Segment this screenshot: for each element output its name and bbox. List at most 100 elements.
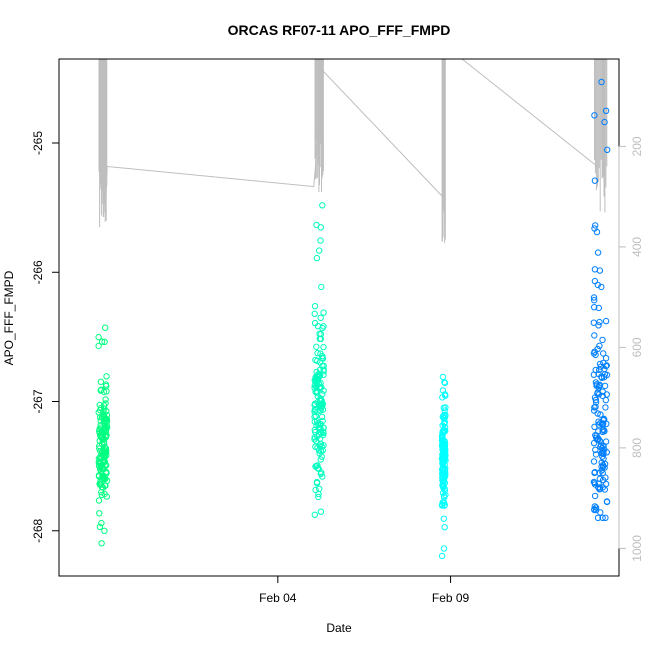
data-point — [439, 387, 447, 394]
data-point — [100, 452, 107, 459]
data-point — [599, 514, 606, 521]
data-point — [98, 519, 105, 527]
data-point — [320, 323, 327, 330]
data-point — [599, 469, 606, 477]
data-point — [314, 357, 321, 364]
data-point — [311, 319, 319, 327]
data-point — [591, 277, 599, 285]
data-point — [600, 450, 607, 458]
data-point — [100, 402, 108, 409]
data-point — [95, 342, 102, 350]
data-point — [102, 468, 110, 476]
data-point — [596, 366, 603, 374]
data-point — [441, 379, 449, 387]
y-tick-label: -268 — [31, 518, 45, 542]
data-point — [441, 502, 448, 509]
data-point — [319, 400, 326, 408]
data-point — [320, 343, 327, 351]
chart-title: ORCAS RF07-11 APO_FFF_FMPD — [228, 22, 451, 38]
data-point — [602, 514, 609, 521]
altitude-profile-lines — [98, 58, 608, 244]
data-point — [313, 254, 321, 262]
data-point — [598, 463, 605, 470]
data-point — [316, 247, 323, 254]
data-point — [602, 107, 610, 115]
data-point — [591, 407, 598, 414]
data-point — [311, 303, 319, 310]
data-point — [315, 493, 322, 501]
data-point — [319, 473, 326, 480]
data-point — [98, 414, 106, 421]
data-point — [591, 479, 598, 486]
data-point — [313, 221, 320, 229]
data-point — [596, 381, 603, 388]
data-point — [602, 480, 610, 488]
apo-data-points — [95, 78, 611, 560]
data-point — [441, 424, 449, 431]
data-point — [598, 373, 605, 380]
data-point — [591, 423, 598, 430]
y-axis-label: APO_FFF_FMPD — [2, 270, 16, 365]
data-point — [599, 484, 606, 491]
data-point — [312, 486, 319, 494]
data-point — [319, 202, 326, 209]
y2-tick-label: 600 — [630, 337, 644, 357]
data-point — [591, 177, 599, 184]
data-point — [595, 322, 602, 329]
data-point — [591, 225, 598, 232]
data-point — [594, 514, 602, 521]
data-point — [591, 304, 598, 311]
x-tick-label: Feb 09 — [432, 591, 470, 605]
data-point — [440, 545, 448, 552]
data-point — [442, 427, 449, 434]
data-point — [441, 494, 448, 501]
data-point — [599, 388, 606, 395]
data-point — [315, 490, 322, 498]
data-point — [96, 523, 104, 530]
data-point — [592, 399, 600, 406]
data-point — [591, 469, 598, 477]
data-point — [440, 477, 447, 484]
data-point — [320, 424, 327, 431]
data-point — [599, 428, 606, 435]
data-point — [101, 338, 108, 345]
data-point — [316, 485, 323, 492]
y-axis: -265 -266 -267 -268 — [31, 131, 59, 543]
data-point — [317, 314, 324, 321]
data-point — [603, 449, 610, 456]
data-point — [312, 412, 319, 420]
data-point — [440, 404, 447, 411]
data-point — [441, 407, 448, 414]
y2-tick-label: 1000 — [630, 535, 644, 562]
data-point — [601, 382, 609, 390]
data-point — [100, 456, 107, 464]
data-point — [597, 442, 605, 449]
data-point — [317, 395, 324, 402]
data-point — [441, 427, 448, 434]
data-point — [101, 490, 108, 498]
data-point — [604, 146, 611, 154]
x-axis: Feb 04 Feb 09 — [259, 576, 470, 605]
data-point — [441, 379, 448, 386]
data-point — [102, 381, 110, 388]
data-point — [596, 318, 603, 326]
data-point — [97, 462, 105, 469]
data-point — [595, 304, 602, 312]
data-point — [96, 429, 103, 437]
data-point — [600, 350, 607, 357]
data-point — [596, 267, 604, 274]
data-point — [439, 474, 446, 481]
data-point — [311, 310, 318, 317]
data-point — [603, 498, 611, 505]
data-point — [441, 524, 448, 531]
y-tick-label: -266 — [31, 260, 45, 284]
y2-tick-label: 800 — [630, 438, 644, 458]
data-point — [590, 439, 598, 447]
data-point — [592, 451, 600, 458]
data-point — [591, 492, 599, 500]
x-tick-label: Feb 04 — [259, 591, 297, 605]
data-point — [439, 394, 446, 401]
data-point — [313, 373, 321, 380]
data-point — [317, 384, 324, 392]
